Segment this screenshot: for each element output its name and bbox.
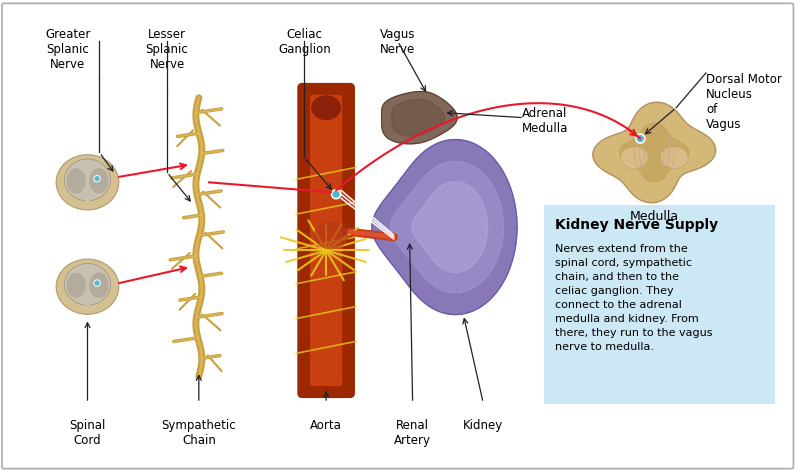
- Ellipse shape: [56, 259, 119, 314]
- Ellipse shape: [331, 190, 341, 199]
- Text: Kidney: Kidney: [463, 419, 503, 432]
- Text: Nerves extend from the
spinal cord, sympathetic
chain, and then to the
celiac ga: Nerves extend from the spinal cord, symp…: [555, 244, 712, 352]
- Ellipse shape: [64, 159, 110, 201]
- Ellipse shape: [56, 155, 119, 210]
- Text: Kidney Nerve Supply: Kidney Nerve Supply: [555, 218, 718, 232]
- Ellipse shape: [636, 134, 645, 143]
- Ellipse shape: [84, 297, 90, 307]
- Text: Renal
Artery: Renal Artery: [394, 419, 431, 447]
- Polygon shape: [382, 92, 457, 144]
- Polygon shape: [372, 140, 517, 314]
- Text: Medulla: Medulla: [630, 210, 678, 223]
- FancyBboxPatch shape: [310, 95, 342, 386]
- Ellipse shape: [66, 168, 86, 194]
- Text: Dorsal Motor
Nucleus
of
Vagus: Dorsal Motor Nucleus of Vagus: [706, 73, 782, 131]
- Ellipse shape: [89, 272, 109, 298]
- Polygon shape: [390, 161, 503, 293]
- Polygon shape: [593, 102, 716, 203]
- Ellipse shape: [94, 176, 100, 182]
- Text: Greater
Splanic
Nerve: Greater Splanic Nerve: [45, 28, 90, 71]
- Ellipse shape: [621, 146, 648, 169]
- Ellipse shape: [64, 263, 110, 305]
- Ellipse shape: [94, 280, 100, 287]
- Ellipse shape: [660, 146, 688, 169]
- FancyBboxPatch shape: [545, 206, 774, 403]
- Ellipse shape: [311, 95, 341, 120]
- Text: Lesser
Splanic
Nerve: Lesser Splanic Nerve: [146, 28, 189, 71]
- FancyBboxPatch shape: [2, 3, 794, 469]
- Polygon shape: [392, 100, 445, 136]
- Polygon shape: [412, 182, 487, 272]
- Text: Celiac
Ganglion: Celiac Ganglion: [278, 28, 330, 56]
- Ellipse shape: [314, 221, 349, 249]
- Ellipse shape: [84, 266, 90, 276]
- Text: Vagus
Nerve: Vagus Nerve: [380, 28, 415, 56]
- Ellipse shape: [84, 193, 90, 202]
- Text: Sympathetic
Chain: Sympathetic Chain: [162, 419, 236, 447]
- Text: Spinal
Cord: Spinal Cord: [70, 419, 106, 447]
- Ellipse shape: [66, 272, 86, 298]
- Text: Adrenal
Medulla: Adrenal Medulla: [522, 107, 568, 135]
- Polygon shape: [619, 123, 689, 182]
- FancyBboxPatch shape: [298, 83, 355, 398]
- Ellipse shape: [84, 162, 90, 171]
- Text: Aorta: Aorta: [310, 419, 342, 432]
- Ellipse shape: [89, 168, 109, 194]
